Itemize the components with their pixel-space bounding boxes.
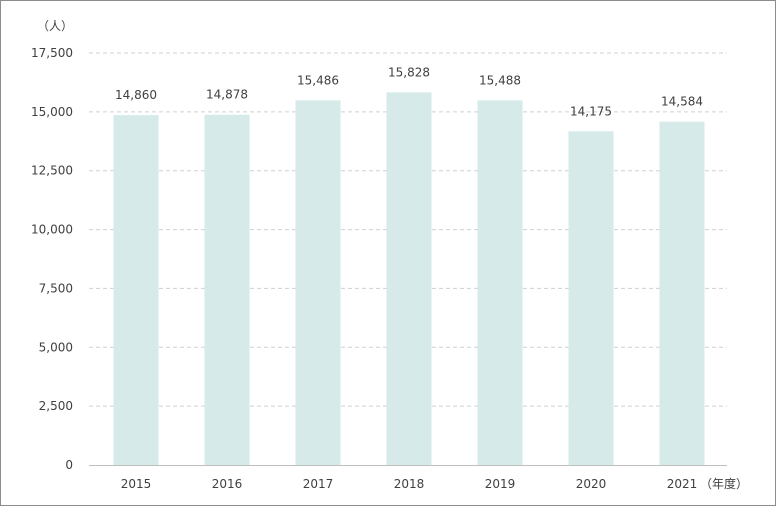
y-tick-label: 12,500 bbox=[31, 164, 73, 178]
y-tick-label: 10,000 bbox=[31, 223, 73, 237]
data-label-2020: 14,175 bbox=[570, 104, 612, 118]
x-tick-label-2019: 2019 bbox=[485, 477, 516, 491]
bar-2018 bbox=[386, 92, 432, 466]
x-tick-label-2021: 2021 bbox=[667, 477, 698, 491]
data-label-2016: 14,878 bbox=[206, 88, 248, 102]
bar-2015 bbox=[113, 115, 159, 466]
y-tick-label: 5,000 bbox=[39, 340, 73, 354]
data-label-2019: 15,488 bbox=[479, 73, 521, 87]
bar-2020 bbox=[568, 131, 614, 465]
x-axis-ticks: 2015 2016 2017 2018 2019 2020 2021 bbox=[121, 477, 698, 491]
x-tick-label-2018: 2018 bbox=[394, 477, 425, 491]
data-label-2015: 14,860 bbox=[115, 88, 157, 102]
x-tick-label-2020: 2020 bbox=[576, 477, 607, 491]
bar-2016 bbox=[204, 114, 250, 465]
x-tick-label-2016: 2016 bbox=[212, 477, 243, 491]
x-tick-label-2017: 2017 bbox=[303, 477, 334, 491]
bar-2021 bbox=[659, 121, 705, 465]
y-unit-label: （人） bbox=[37, 19, 73, 33]
y-tick-label: 15,000 bbox=[31, 105, 73, 119]
y-tick-label: 17,500 bbox=[31, 46, 73, 60]
bars bbox=[113, 92, 705, 466]
data-label-2018: 15,828 bbox=[388, 65, 430, 79]
y-tick-label: 7,500 bbox=[39, 281, 73, 295]
data-label-2021: 14,584 bbox=[661, 95, 703, 109]
data-label-2017: 15,486 bbox=[297, 73, 339, 87]
y-tick-label: 0 bbox=[65, 458, 73, 472]
x-unit-label: （年度） bbox=[700, 476, 748, 491]
bar-2017 bbox=[295, 100, 341, 465]
data-labels: 14,860 14,878 15,486 15,828 15,488 14,175 14,5… bbox=[115, 65, 703, 118]
x-tick-label-2015: 2015 bbox=[121, 477, 152, 491]
y-axis-ticks: 0 2,500 5,000 7,500 10,000 12,500 15,000 17,500 bbox=[31, 46, 73, 472]
y-tick-label: 2,500 bbox=[39, 399, 73, 413]
bar-2019 bbox=[477, 100, 523, 465]
